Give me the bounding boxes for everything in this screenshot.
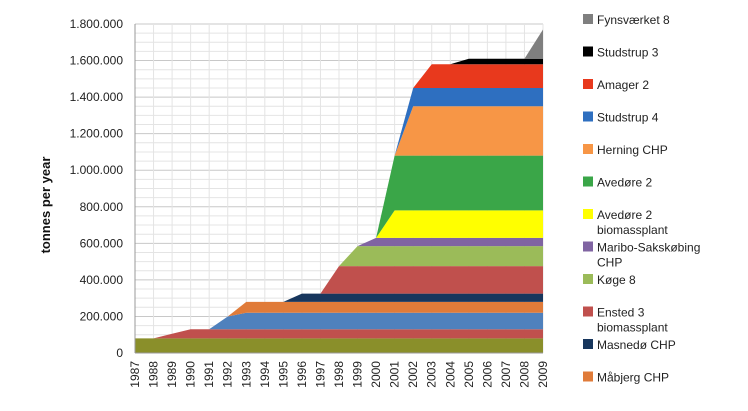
area-series-9 bbox=[135, 210, 543, 339]
x-tick-label: 1987 bbox=[128, 361, 142, 388]
area-series-6 bbox=[135, 266, 543, 339]
legend-label: CHP bbox=[597, 256, 622, 270]
x-tick-label: 1996 bbox=[295, 361, 309, 388]
x-tick-label: 2004 bbox=[443, 361, 457, 388]
legend-label: Studstrup 4 bbox=[597, 111, 659, 125]
y-tick-label: 1.200.000 bbox=[70, 127, 124, 141]
legend-swatch bbox=[583, 176, 593, 187]
legend-swatch bbox=[583, 241, 593, 252]
area-series-1 bbox=[135, 329, 543, 339]
axes bbox=[134, 24, 543, 354]
y-tick-label: 1.600.000 bbox=[70, 54, 124, 68]
legend-label: Køge 8 bbox=[597, 273, 636, 287]
x-tick-label: 2006 bbox=[480, 361, 494, 388]
x-tick-label: 2003 bbox=[425, 361, 439, 388]
x-tick-label: 1988 bbox=[147, 361, 161, 388]
y-tick-label: 600.000 bbox=[80, 236, 124, 250]
legend-label: Masnedø CHP bbox=[597, 338, 676, 352]
y-tick-label: 1.800.000 bbox=[70, 17, 124, 31]
x-tick-label: 1995 bbox=[276, 361, 290, 388]
area-series-0 bbox=[135, 338, 543, 353]
legend-label: Avedøre 2 bbox=[597, 208, 652, 222]
y-tick-label: 800.000 bbox=[80, 200, 124, 214]
x-tick-label: 1989 bbox=[165, 361, 179, 388]
y-tick-label: 0 bbox=[116, 346, 123, 360]
legend-swatch bbox=[583, 46, 593, 57]
x-tick-label: 2005 bbox=[462, 361, 476, 388]
legend-swatch bbox=[583, 14, 593, 24]
y-tick-label: 200.000 bbox=[80, 309, 124, 323]
legend-label: Maribo-Sakskøbing bbox=[597, 241, 700, 255]
x-tick-label: 2002 bbox=[406, 361, 420, 388]
x-tick-label: 2009 bbox=[536, 361, 550, 388]
legend-label: biomassplant bbox=[597, 321, 668, 335]
x-tick-label: 2007 bbox=[499, 361, 513, 388]
x-tick-label: 1993 bbox=[239, 361, 253, 388]
x-tick-label: 1992 bbox=[221, 361, 235, 388]
x-tick-label: 2000 bbox=[369, 361, 383, 388]
x-tick-label: 1998 bbox=[332, 361, 346, 388]
legend: Fynsværket 8 Studstrup 3 Amager 2 Studstrup… bbox=[583, 13, 700, 385]
legend-label: Fynsværket 8 bbox=[597, 13, 670, 27]
area-series-group bbox=[135, 29, 543, 353]
legend-label: Studstrup 3 bbox=[597, 46, 659, 60]
legend-swatch bbox=[583, 79, 593, 89]
legend-swatch bbox=[583, 274, 593, 284]
y-axis-label: tonnes per year bbox=[38, 157, 53, 254]
area-series-11 bbox=[135, 106, 543, 339]
x-tick-label: 1991 bbox=[202, 361, 216, 388]
area-series-4 bbox=[135, 301, 543, 339]
x-tick-label: 1994 bbox=[258, 361, 272, 388]
legend-swatch bbox=[583, 371, 593, 382]
y-tick-labels: 0 200.000 400.000 600.000 800.000 1.000.000 1.… bbox=[70, 17, 124, 360]
legend-label: Måbjerg CHP bbox=[597, 371, 669, 385]
area-series-7 bbox=[135, 246, 543, 339]
legend-label: Amager 2 bbox=[597, 78, 649, 92]
legend-label: Ensted 3 bbox=[597, 306, 645, 320]
x-tick-label: 2008 bbox=[517, 361, 531, 388]
legend-label: Herning CHP bbox=[597, 143, 668, 157]
x-tick-labels: 1987 1988 1989 1990 1991 1992 1993 1994 1995 1996… bbox=[128, 361, 550, 388]
x-tick-label: 2001 bbox=[388, 361, 402, 388]
legend-label: Avedøre 2 bbox=[597, 176, 652, 190]
y-tick-label: 400.000 bbox=[80, 273, 124, 287]
y-tick-label: 1.400.000 bbox=[70, 90, 124, 104]
area-series-3 bbox=[135, 312, 543, 339]
area-series-5 bbox=[135, 293, 543, 339]
y-tick-label: 1.000.000 bbox=[70, 163, 124, 177]
legend-label: biomassplant bbox=[597, 223, 668, 237]
area-series-10 bbox=[135, 155, 543, 339]
legend-swatch bbox=[583, 306, 593, 317]
x-tick-label: 1997 bbox=[313, 361, 327, 388]
legend-swatch bbox=[583, 144, 593, 154]
legend-swatch bbox=[583, 209, 593, 219]
x-tick-label: 1999 bbox=[351, 361, 365, 388]
legend-swatch bbox=[583, 339, 593, 349]
legend-swatch bbox=[583, 111, 593, 122]
x-tick-label: 1990 bbox=[184, 361, 198, 388]
